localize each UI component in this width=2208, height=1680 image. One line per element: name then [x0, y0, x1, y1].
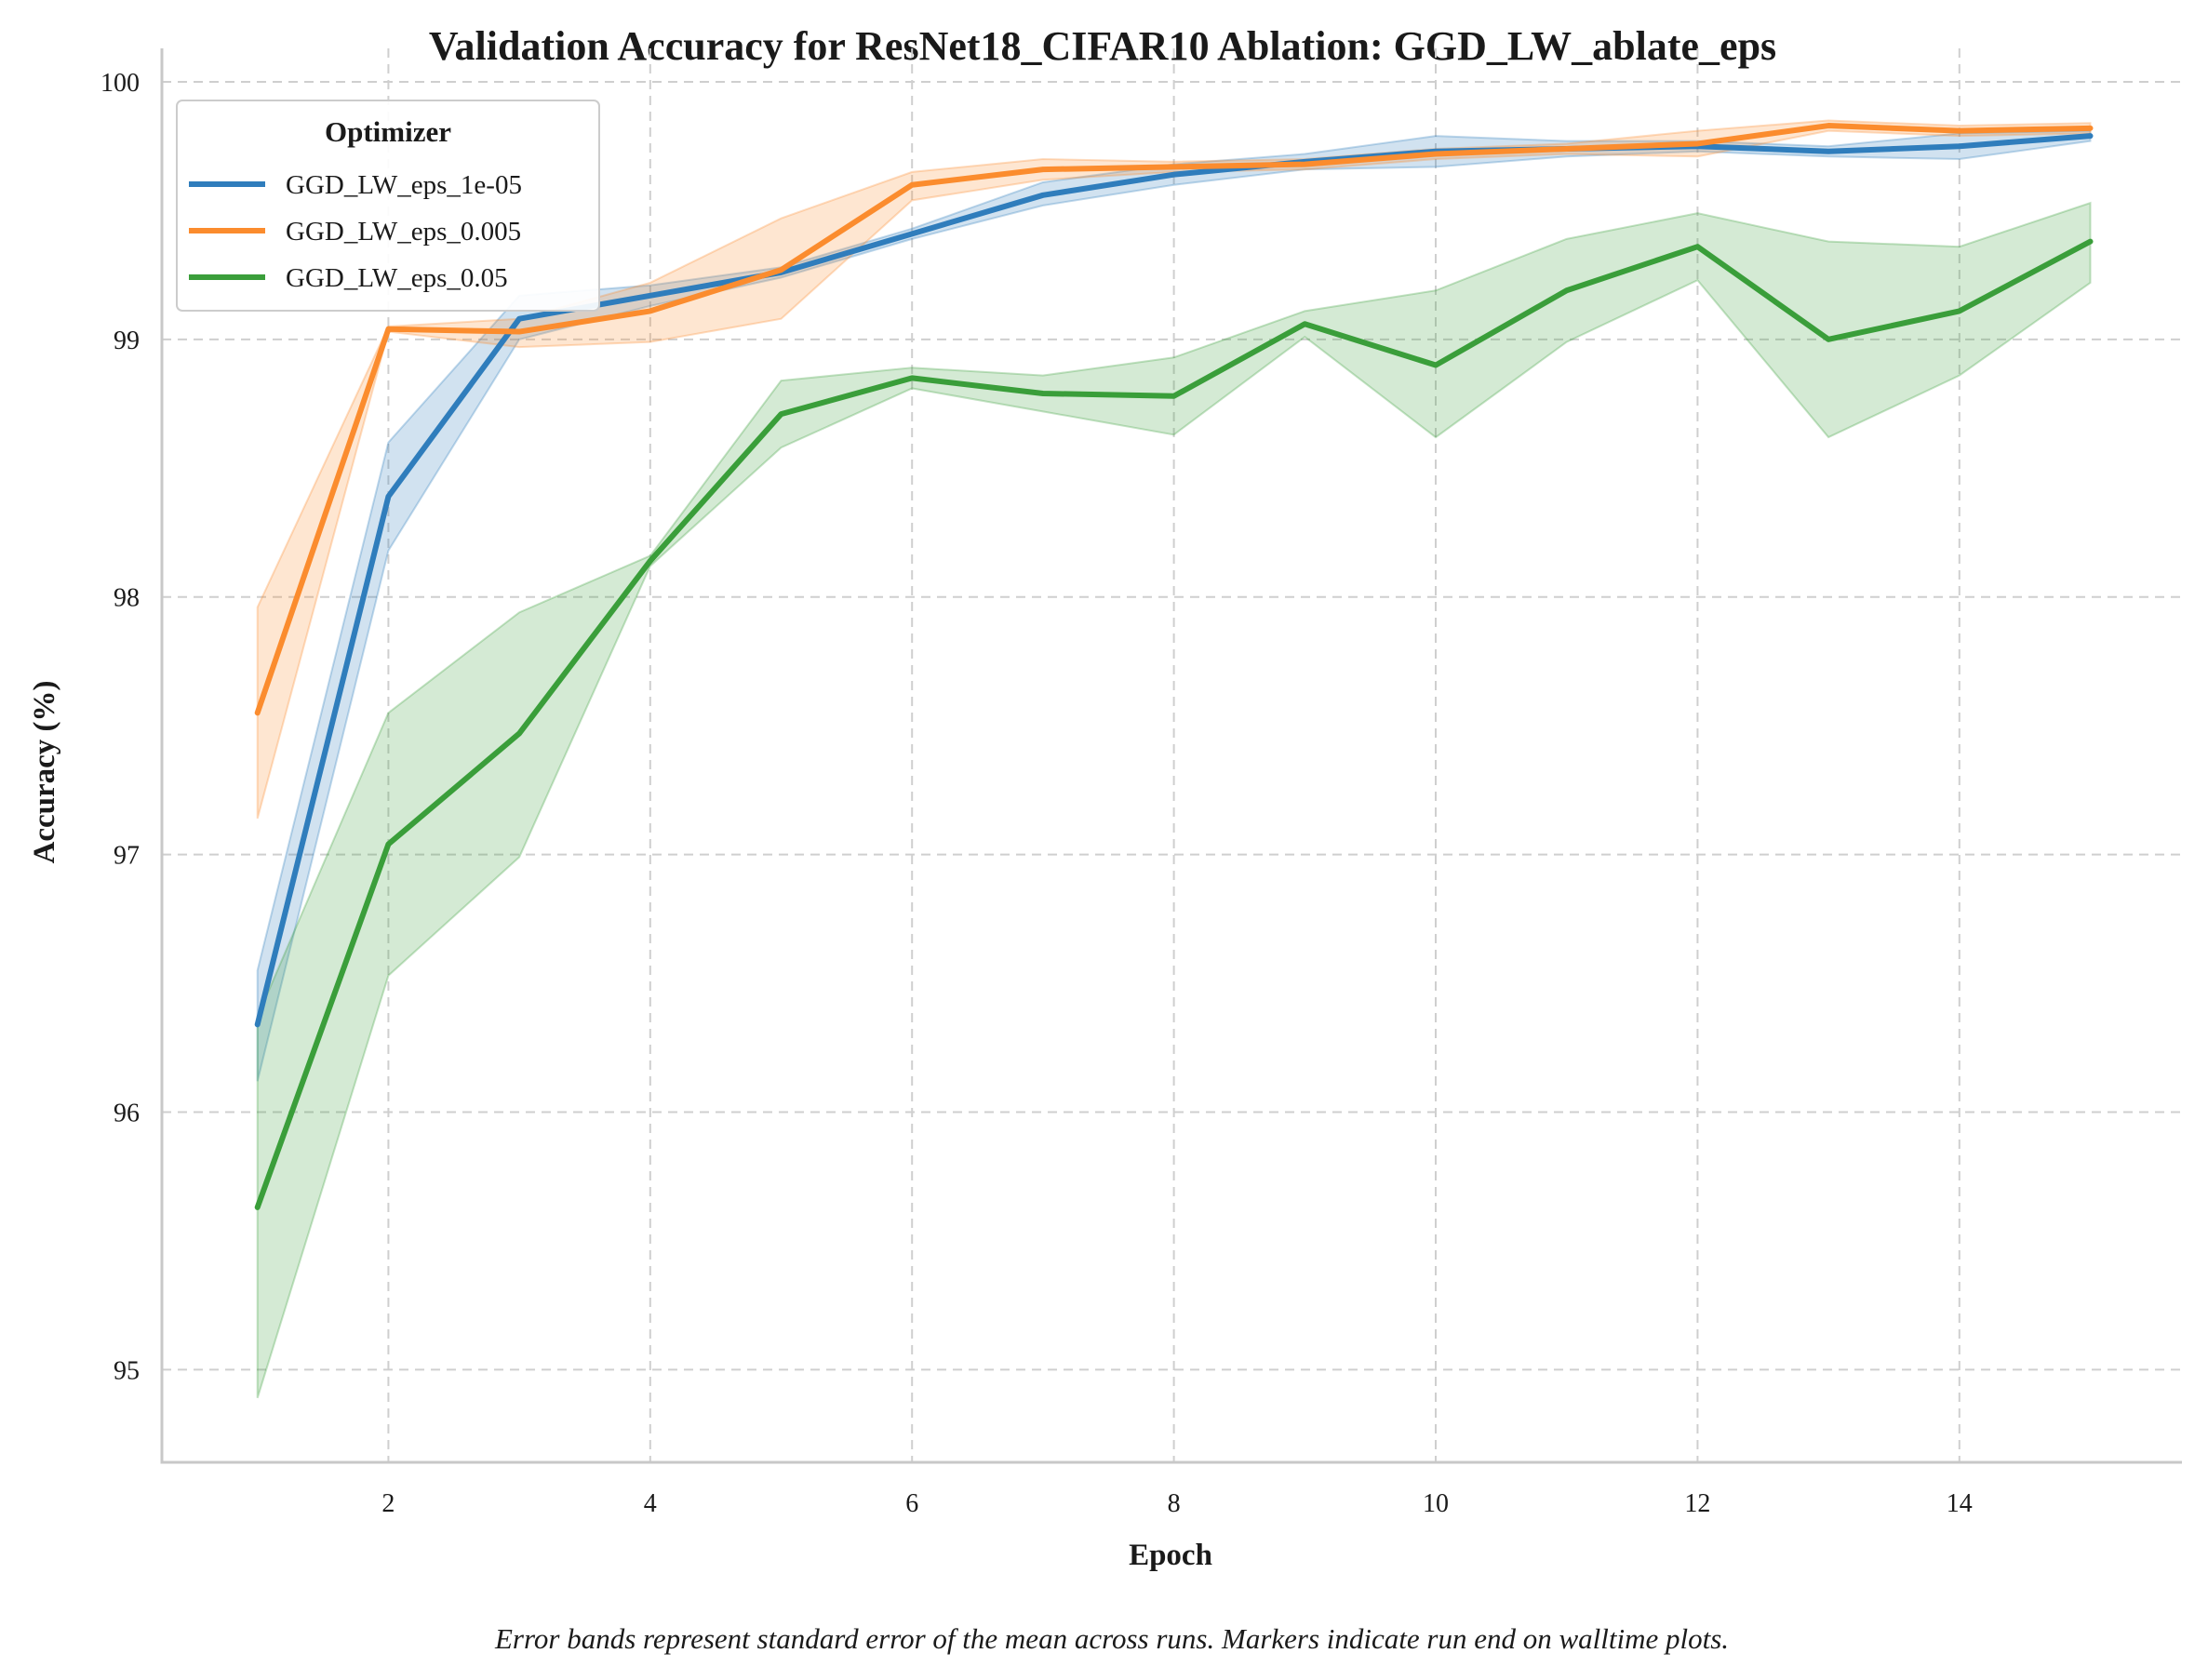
line-series-2: [254, 123, 2094, 716]
y-tick-label: 98: [114, 584, 140, 613]
y-axis-ticks: 95 96 97 98 99 100: [100, 69, 140, 1385]
legend-entry-label: GGD_LW_eps_1e-05: [286, 170, 522, 200]
x-tick-label: 6: [905, 1489, 918, 1518]
x-axis-ticks: 2 4 6 8 10 12 14: [381, 1489, 1972, 1518]
y-axis-label: Accuracy (%): [28, 680, 61, 863]
legend-entry-label: GGD_LW_eps_0.05: [286, 263, 508, 293]
y-tick-label: 95: [114, 1356, 140, 1385]
error-bands: [256, 119, 2092, 1399]
y-tick-label: 97: [114, 842, 140, 871]
chart-title: Validation Accuracy for ResNet18_CIFAR10…: [429, 23, 1776, 69]
y-tick-label: 96: [114, 1099, 140, 1127]
caption: Error bands represent standard error of …: [494, 1622, 1729, 1655]
x-tick-label: 12: [1684, 1489, 1710, 1518]
axes-spines: [160, 48, 2182, 1464]
x-tick-label: 8: [1168, 1489, 1181, 1518]
x-tick-label: 10: [1423, 1489, 1449, 1518]
x-tick-label: 2: [381, 1489, 395, 1518]
line-series-3: [254, 238, 2094, 1210]
y-tick-label: 100: [100, 69, 140, 98]
legend-entry-label: GGD_LW_eps_0.005: [286, 217, 521, 247]
error-band-series-3: [256, 201, 2092, 1399]
gridlines: [162, 48, 2182, 1462]
legend-box: [176, 100, 600, 312]
x-tick-label: 4: [644, 1489, 657, 1518]
x-tick-label: 14: [1947, 1489, 1973, 1518]
x-axis-label: Epoch: [1129, 1539, 1212, 1572]
legend: Optimizer GGD_LW_eps_1e-05 GGD_LW_eps_0.0…: [176, 100, 600, 312]
y-tick-label: 99: [114, 327, 140, 355]
legend-title: Optimizer: [325, 115, 451, 148]
error-band-series-1: [256, 129, 2092, 1082]
